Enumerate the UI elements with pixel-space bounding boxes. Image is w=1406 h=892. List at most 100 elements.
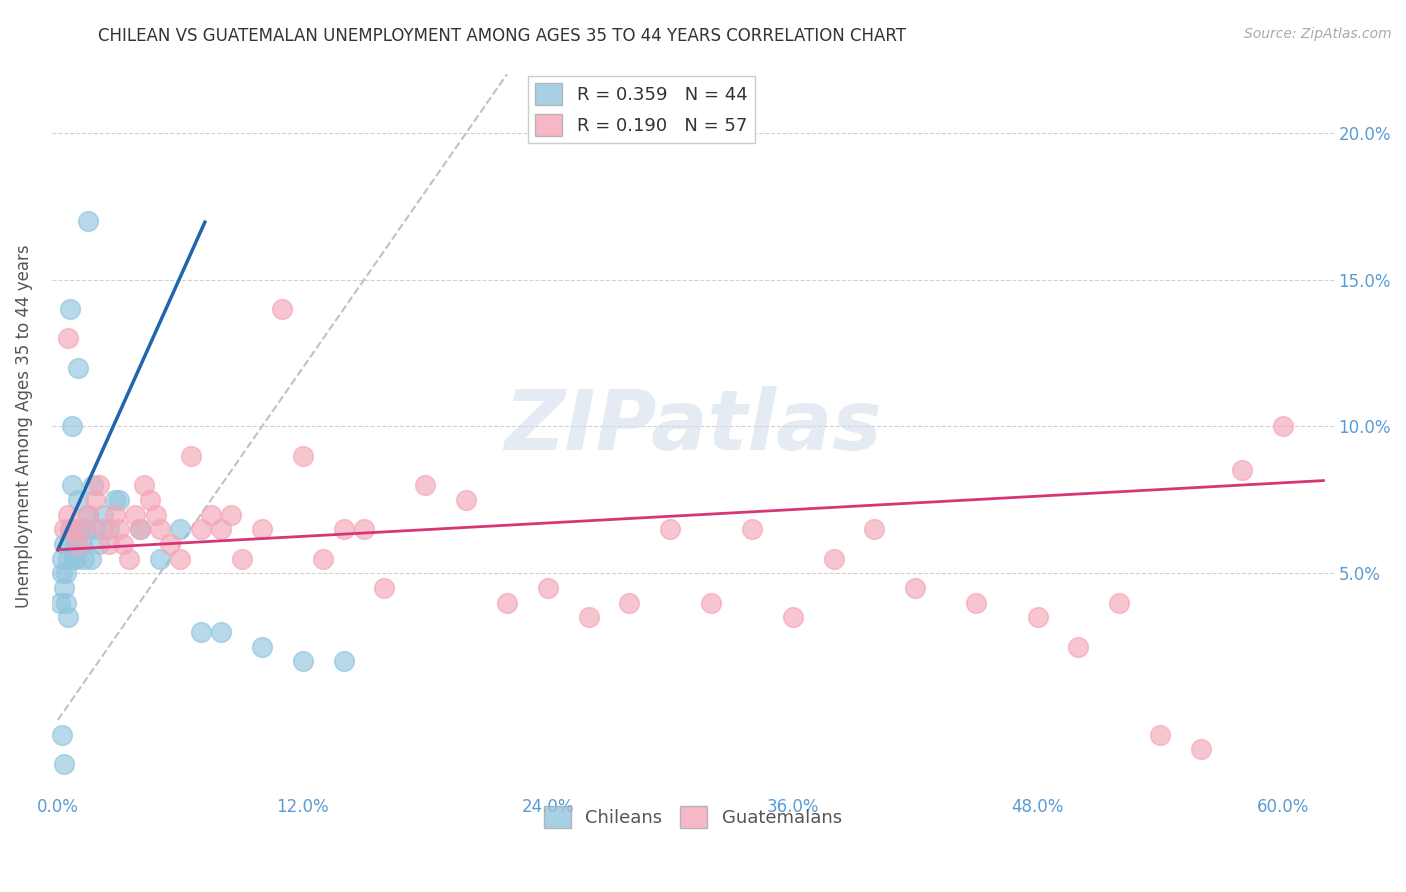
Point [190, 522, 212, 536]
Point [373, 581, 395, 595]
Point [67, 360, 90, 375]
Point [221, 508, 243, 522]
Point [77, 214, 100, 228]
Point [77, 508, 100, 522]
Point [69, 522, 91, 536]
Point [159, 537, 181, 551]
Point [56, 331, 79, 345]
Point [51, 566, 73, 581]
Point [75, 522, 97, 536]
Point [169, 551, 191, 566]
Point [108, 492, 131, 507]
Point [231, 551, 253, 566]
Point [190, 624, 212, 639]
Point [72, 537, 94, 551]
Point [291, 449, 314, 463]
Point [169, 522, 191, 536]
Point [659, 522, 682, 536]
Point [145, 508, 167, 522]
Point [619, 596, 641, 610]
Point [138, 492, 160, 507]
Point [55, 566, 77, 581]
Point [65, 537, 87, 551]
Point [65, 551, 87, 566]
Point [332, 654, 354, 668]
Point [537, 581, 560, 595]
Point [53, 522, 76, 536]
Legend: Chileans, Guatemalans: Chileans, Guatemalans [536, 799, 849, 836]
Point [60, 419, 83, 434]
Point [1026, 610, 1049, 624]
Point [108, 522, 131, 536]
Point [700, 596, 723, 610]
Point [291, 654, 314, 668]
Point [1230, 463, 1253, 477]
Point [60, 522, 83, 536]
Point [82, 478, 104, 492]
Point [77, 508, 100, 522]
Point [128, 522, 150, 536]
Point [59, 537, 82, 551]
Point [1108, 596, 1130, 610]
Point [67, 492, 90, 507]
Point [104, 492, 127, 507]
Point [51, 551, 73, 566]
Point [63, 522, 86, 536]
Point [863, 522, 886, 536]
Point [250, 640, 273, 654]
Point [67, 537, 90, 551]
Point [149, 522, 172, 536]
Point [1149, 728, 1171, 742]
Point [413, 478, 436, 492]
Point [496, 596, 519, 610]
Point [59, 301, 82, 316]
Point [904, 581, 927, 595]
Text: CHILEAN VS GUATEMALAN UNEMPLOYMENT AMONG AGES 35 TO 44 YEARS CORRELATION CHART: CHILEAN VS GUATEMALAN UNEMPLOYMENT AMONG… [98, 27, 907, 45]
Point [118, 551, 141, 566]
Point [91, 522, 114, 536]
Point [578, 610, 600, 624]
Point [132, 478, 155, 492]
Point [87, 478, 110, 492]
Text: Source: ZipAtlas.com: Source: ZipAtlas.com [1244, 27, 1392, 41]
Point [209, 624, 232, 639]
Point [63, 551, 86, 566]
Point [60, 478, 83, 492]
Point [59, 522, 82, 536]
Point [91, 508, 114, 522]
Point [456, 492, 478, 507]
Text: ZIPatlas: ZIPatlas [503, 386, 882, 467]
Point [53, 537, 76, 551]
Point [112, 537, 135, 551]
Point [53, 581, 76, 595]
Point [250, 522, 273, 536]
Point [51, 728, 73, 742]
Point [353, 522, 375, 536]
Point [72, 522, 94, 536]
Point [104, 508, 127, 522]
Point [53, 757, 76, 772]
Point [128, 522, 150, 536]
Y-axis label: Unemployment Among Ages 35 to 44 years: Unemployment Among Ages 35 to 44 years [15, 244, 32, 608]
Point [124, 508, 146, 522]
Point [180, 449, 202, 463]
Point [97, 522, 120, 536]
Point [1271, 419, 1294, 434]
Point [965, 596, 987, 610]
Point [782, 610, 804, 624]
Point [49, 596, 72, 610]
Point [83, 492, 105, 507]
Point [332, 522, 354, 536]
Point [312, 551, 335, 566]
Point [200, 508, 222, 522]
Point [271, 301, 294, 316]
Point [823, 551, 845, 566]
Point [56, 551, 79, 566]
Point [149, 551, 172, 566]
Point [83, 522, 105, 536]
Point [79, 551, 101, 566]
Point [56, 508, 79, 522]
Point [55, 596, 77, 610]
Point [209, 522, 232, 536]
Point [1067, 640, 1090, 654]
